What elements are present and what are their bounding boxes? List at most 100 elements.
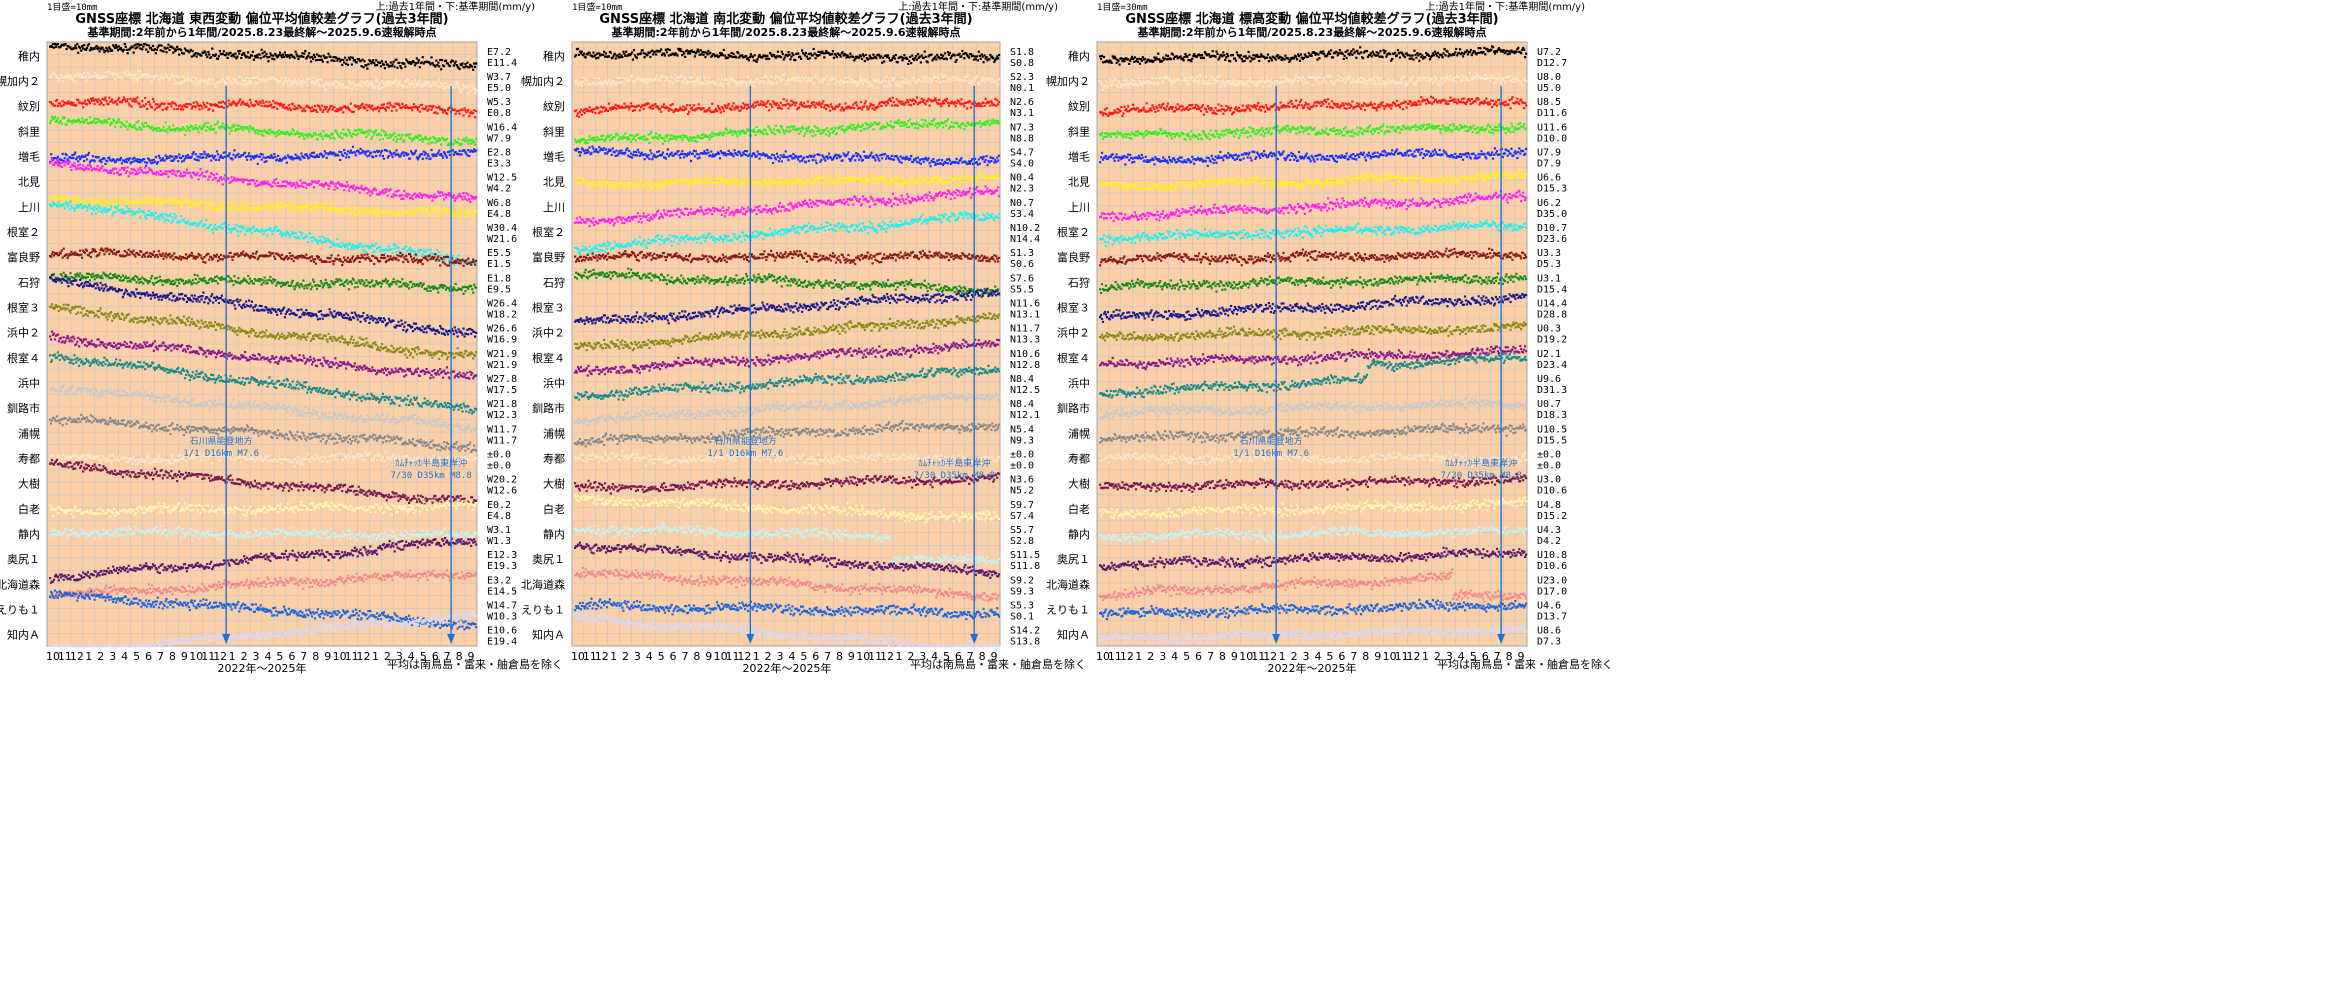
data-point <box>207 178 210 181</box>
data-point <box>383 134 386 137</box>
data-point <box>132 79 135 82</box>
data-point <box>259 101 262 104</box>
data-point <box>74 251 77 254</box>
data-point <box>412 103 416 106</box>
data-point <box>108 201 111 204</box>
data-point <box>217 179 220 182</box>
data-point <box>285 55 288 58</box>
data-point <box>345 62 348 65</box>
data-point <box>391 155 394 159</box>
data-point <box>57 309 60 312</box>
data-point <box>342 282 345 285</box>
data-point <box>302 279 305 282</box>
data-point <box>155 276 158 279</box>
data-point <box>439 325 442 328</box>
data-point <box>405 282 408 285</box>
data-point <box>279 282 282 285</box>
data-point <box>416 283 419 286</box>
data-point <box>287 233 290 236</box>
data-point <box>93 282 96 285</box>
data-point <box>300 54 303 58</box>
data-point <box>244 254 247 258</box>
data-point <box>116 171 120 174</box>
data-point <box>234 307 237 310</box>
data-point <box>314 262 318 265</box>
data-point <box>317 180 320 183</box>
data-point <box>126 210 129 213</box>
data-point <box>338 278 341 281</box>
data-point <box>368 104 371 107</box>
data-point <box>274 308 277 311</box>
data-point <box>278 208 281 211</box>
data-point <box>113 119 116 122</box>
data-point <box>235 223 238 227</box>
data-point <box>194 200 197 203</box>
data-point <box>265 52 268 56</box>
data-point <box>94 98 97 101</box>
data-point <box>232 126 235 129</box>
data-point <box>244 54 247 57</box>
data-point <box>287 54 290 58</box>
data-point <box>429 136 432 139</box>
data-point <box>341 63 344 67</box>
data-point <box>373 262 376 266</box>
data-point <box>182 159 186 162</box>
data-point <box>293 157 296 160</box>
data-point <box>425 331 428 334</box>
data-point <box>263 255 266 258</box>
data-point <box>117 250 121 253</box>
data-point <box>117 173 121 176</box>
data-point <box>228 152 231 155</box>
data-point <box>107 50 110 53</box>
data-point <box>282 82 286 85</box>
data-point <box>466 92 469 95</box>
data-point <box>372 319 375 322</box>
data-point <box>413 151 417 154</box>
data-point <box>181 126 185 129</box>
data-point <box>174 82 177 85</box>
data-point <box>202 156 205 159</box>
data-point <box>208 127 211 130</box>
data-point <box>332 242 335 245</box>
data-point <box>90 276 93 279</box>
data-point <box>58 279 61 282</box>
data-point <box>245 77 248 80</box>
data-point <box>50 153 53 156</box>
data-point <box>325 281 328 284</box>
data-point <box>446 255 450 258</box>
data-point <box>474 207 477 210</box>
data-point <box>233 275 236 278</box>
data-point <box>367 84 370 87</box>
data-point <box>215 172 219 175</box>
data-point <box>330 312 333 315</box>
data-point <box>139 216 142 219</box>
data-point <box>174 129 177 132</box>
data-point <box>467 84 470 87</box>
data-point <box>192 204 195 207</box>
data-point <box>119 47 122 50</box>
data-point <box>319 258 322 261</box>
data-point <box>441 82 444 85</box>
data-point <box>104 162 107 166</box>
data-point <box>175 104 178 107</box>
data-point <box>359 320 362 323</box>
data-point <box>352 317 355 320</box>
data-point <box>442 156 445 159</box>
data-point <box>404 106 407 109</box>
data-point <box>185 106 188 109</box>
data-point <box>345 86 349 89</box>
data-point <box>227 255 230 258</box>
data-point <box>77 164 80 167</box>
data-point <box>100 120 103 123</box>
data-point <box>411 213 414 216</box>
data-point <box>219 101 222 104</box>
data-point <box>394 326 397 329</box>
data-point <box>150 80 154 83</box>
data-point <box>276 184 279 187</box>
data-point <box>348 58 351 61</box>
data-point <box>473 109 476 112</box>
data-point <box>203 301 206 304</box>
data-point <box>123 250 126 253</box>
data-point <box>353 189 356 192</box>
data-point <box>444 196 448 199</box>
